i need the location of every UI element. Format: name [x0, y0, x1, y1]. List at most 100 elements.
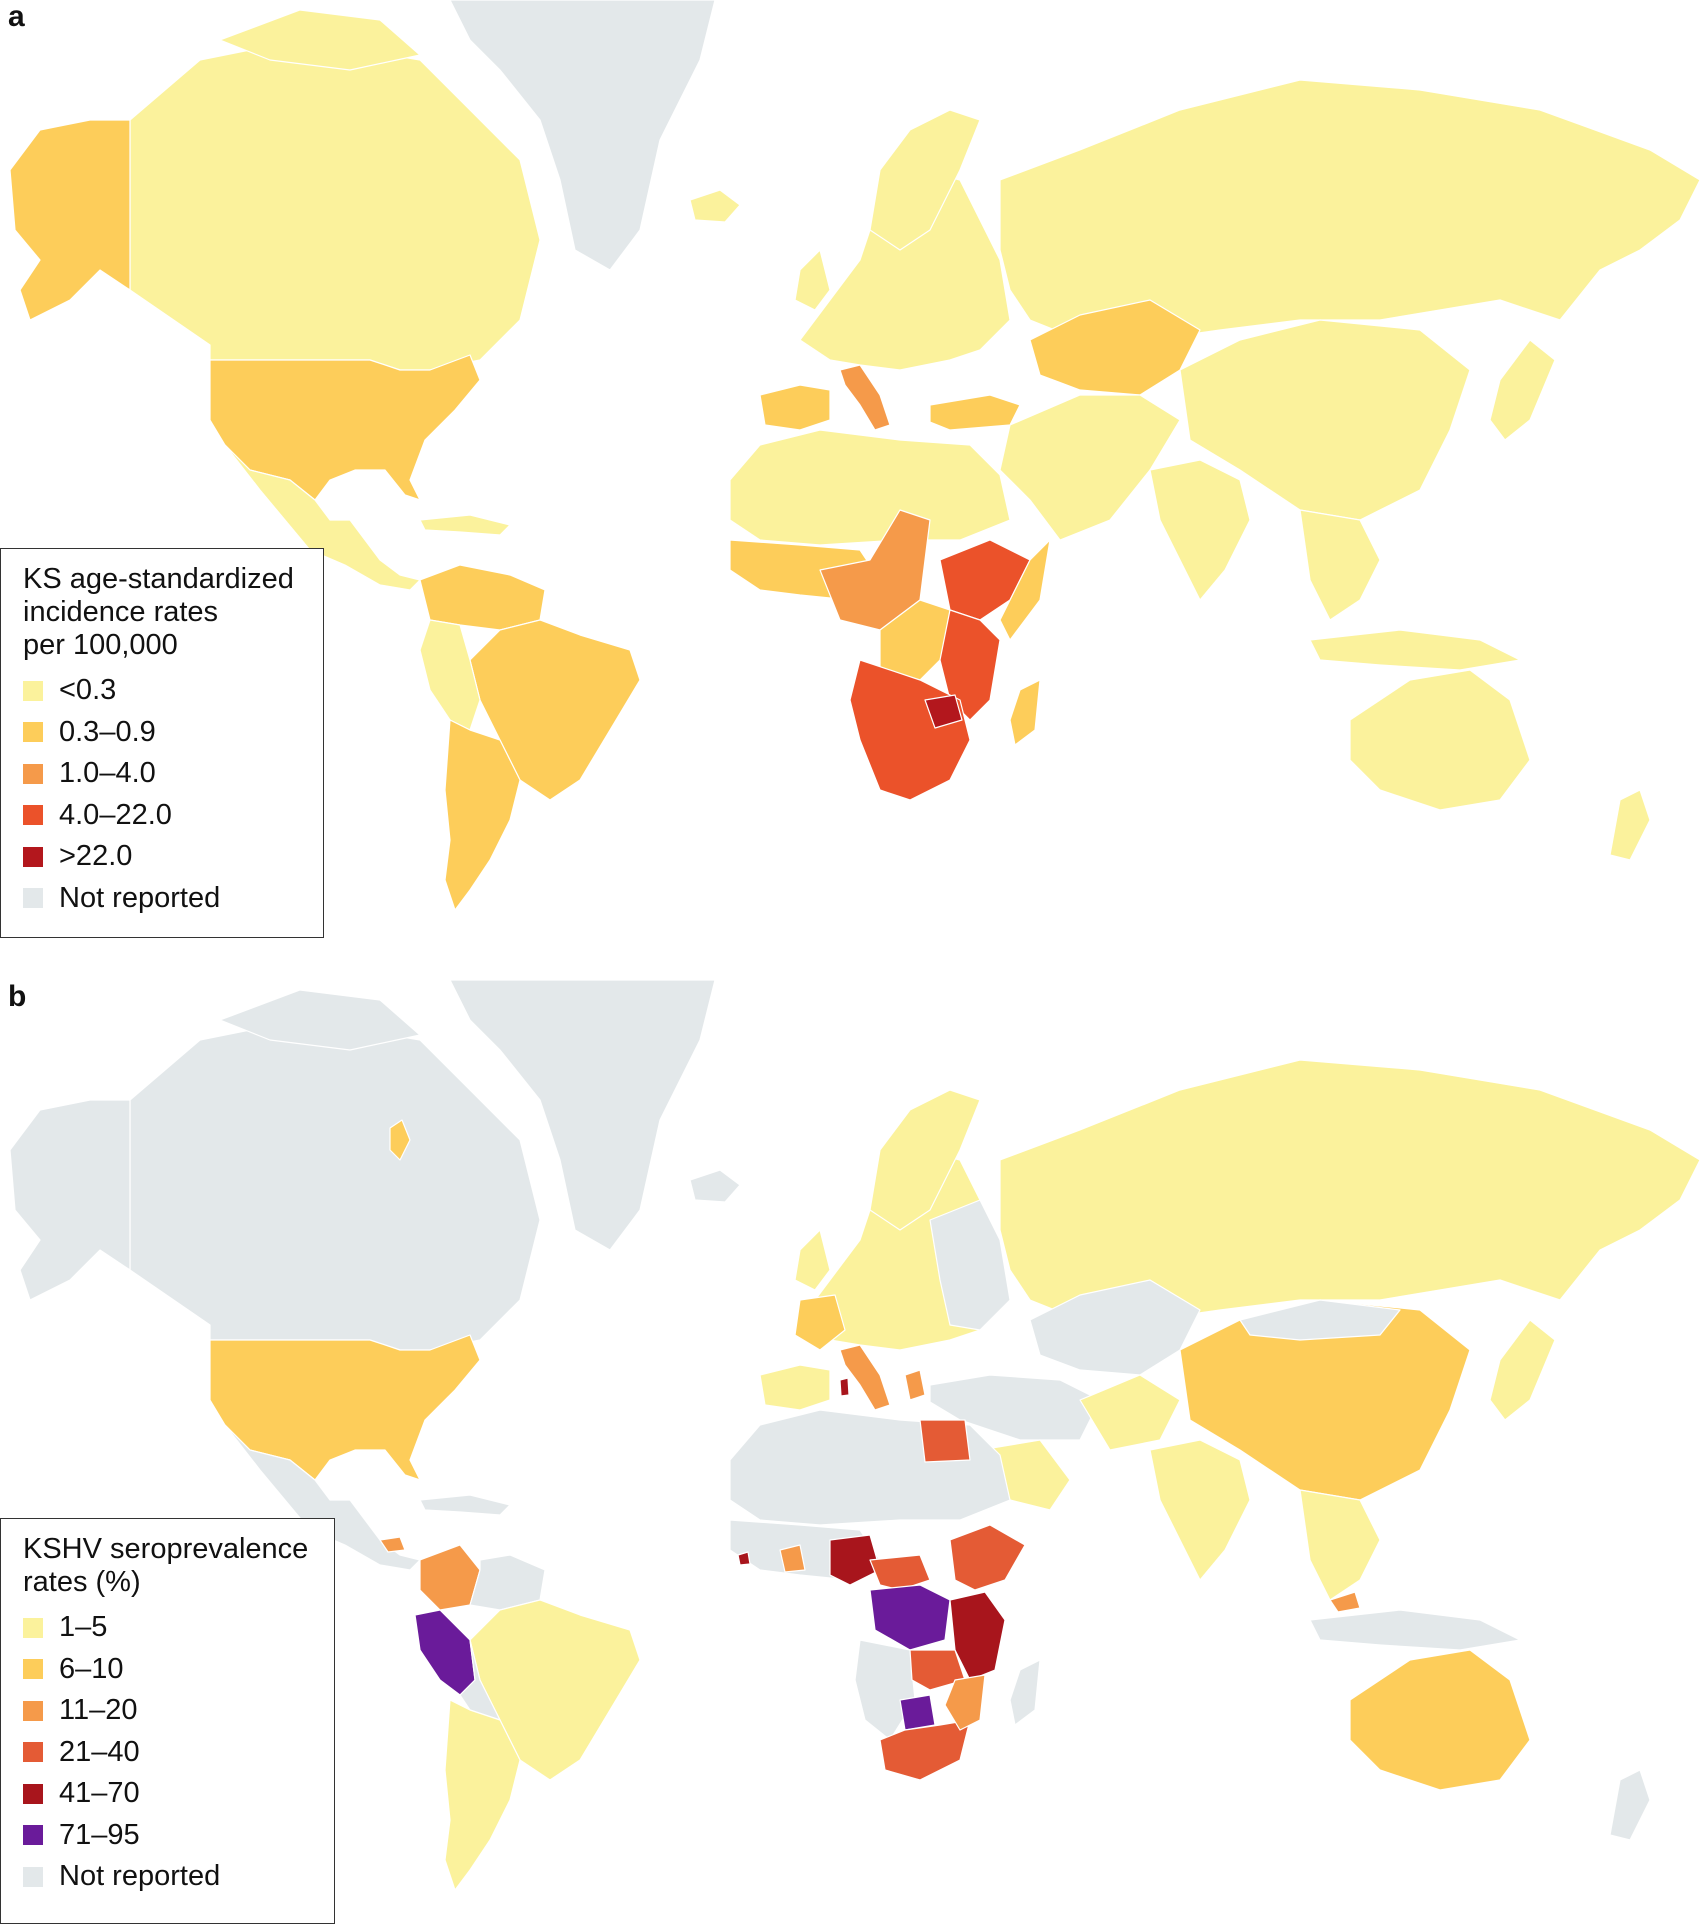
legend-swatch: [23, 1617, 43, 1638]
legend-label: 1–5: [59, 1611, 108, 1644]
region-madagascar: [1009, 1659, 1041, 1726]
legend-kshv-seroprevalence: KSHV seroprevalence rates (%) 1–5 6–10 1…: [0, 1518, 335, 1924]
legend-label: Not reported: [59, 881, 221, 914]
legend-item: 1–5: [23, 1607, 316, 1649]
region-somalia: [999, 539, 1051, 641]
region-nunavut: [389, 1119, 411, 1161]
region-iberia: [759, 1364, 831, 1411]
legend-label: 6–10: [59, 1652, 124, 1685]
legend-item: 4.0–22.0: [23, 795, 305, 837]
panel-b: b KSHV seroprevalence rates (%) 1–5 6–10…: [0, 980, 1708, 1924]
region-caribbean: [419, 514, 511, 536]
region-canada: [129, 1019, 541, 1351]
panel-a: a KS age-standardized incidence rates pe…: [0, 0, 1708, 945]
region-caribbean: [419, 1494, 511, 1516]
region-italy: [839, 1344, 891, 1411]
legend-swatch: [23, 1866, 43, 1887]
region-indonesia: [1309, 1609, 1521, 1651]
region-uk: [794, 249, 831, 311]
legend-label: 21–40: [59, 1735, 140, 1768]
region-russia: [999, 1059, 1701, 1321]
region-nigeria: [829, 1534, 881, 1586]
region-ghana: [779, 1544, 806, 1573]
region-iceland: [689, 189, 741, 223]
region-scandinavia: [869, 1089, 981, 1231]
legend-item: Not reported: [23, 1856, 316, 1898]
region-sardinia: [839, 1377, 850, 1397]
legend-item: <0.3: [23, 670, 305, 712]
region-southeast-asia: [1299, 1489, 1381, 1601]
region-madagascar: [1009, 679, 1041, 746]
region-zimbabwe: [924, 694, 963, 729]
legend-label: Not reported: [59, 1860, 221, 1893]
region-scandinavia: [869, 109, 981, 251]
region-arctic-islands: [219, 989, 421, 1051]
region-drc: [869, 1584, 951, 1651]
region-italy: [839, 364, 891, 431]
region-mongolia: [1239, 1299, 1401, 1341]
legend-title-line: per 100,000: [23, 629, 178, 661]
region-zambia: [909, 1649, 966, 1691]
legend-title-line: incidence rates: [23, 596, 219, 628]
region-greenland: [449, 980, 716, 1251]
region-alaska: [9, 1099, 131, 1301]
world-map-ks-incidence: [9, 0, 1701, 911]
legend-label: 41–70: [59, 1777, 140, 1810]
legend-item: 6–10: [23, 1649, 316, 1691]
region-south-central-asia: [1079, 1374, 1181, 1451]
legend-title-line: rates (%): [23, 1566, 141, 1598]
region-iceland: [689, 1169, 741, 1203]
region-north-africa: [729, 429, 1011, 546]
region-botswana: [899, 1694, 936, 1731]
region-ethiopia: [949, 1524, 1026, 1591]
region-indonesia: [1309, 629, 1521, 671]
region-colombia-venezuela: [419, 564, 546, 631]
region-greece: [904, 1369, 926, 1401]
legend-label: 11–20: [59, 1694, 138, 1727]
legend-item: 0.3–0.9: [23, 712, 305, 754]
region-japan: [1489, 339, 1556, 441]
legend-item: 41–70: [23, 1773, 316, 1815]
legend-label: 71–95: [59, 1818, 140, 1851]
legend-swatch: [23, 680, 43, 701]
legend-swatch: [23, 1659, 43, 1680]
region-eastern-europe: [929, 1199, 1011, 1331]
region-australia: [1349, 1649, 1531, 1791]
legend-swatch: [23, 888, 43, 909]
region-iberia: [759, 384, 831, 431]
region-arctic-islands: [219, 9, 421, 71]
region-turkey: [929, 394, 1021, 431]
legend-label: 4.0–22.0: [59, 798, 172, 831]
region-southeast-asia: [1299, 509, 1381, 621]
legend-item: >22.0: [23, 836, 305, 878]
region-new-zealand: [1609, 789, 1651, 861]
panel-b-letter: b: [8, 980, 27, 1013]
legend-item: 11–20: [23, 1690, 316, 1732]
region-mexico: [224, 444, 421, 591]
region-india: [1149, 1439, 1251, 1581]
region-europe: [799, 169, 1011, 371]
legend-swatch: [23, 1783, 43, 1804]
legend-swatch: [23, 846, 43, 867]
legend-label: <0.3: [59, 674, 117, 707]
legend-swatch: [23, 1825, 43, 1846]
legend-title-line: KS age-standardized: [23, 563, 294, 595]
region-mozambique: [944, 1674, 986, 1731]
legend-title-line: KSHV seroprevalence: [23, 1533, 309, 1565]
region-peru: [419, 619, 481, 731]
legend-item: 21–40: [23, 1732, 316, 1774]
region-france: [794, 1294, 846, 1351]
region-middle-east: [999, 394, 1181, 541]
region-russia: [999, 79, 1701, 341]
legend-swatch: [23, 722, 43, 743]
region-malaysia: [1329, 1591, 1361, 1613]
region-greenland: [449, 0, 716, 271]
region-uk: [794, 1229, 831, 1291]
legend-item: 71–95: [23, 1815, 316, 1857]
world-map-kshv-seroprevalence: [9, 980, 1701, 1891]
region-honduras: [379, 1536, 406, 1553]
region-turkey-iran: [929, 1374, 1101, 1441]
region-egypt: [919, 1419, 971, 1463]
legend-title: KS age-standardized incidence rates per …: [23, 563, 305, 662]
region-central-africa: [869, 1554, 931, 1591]
